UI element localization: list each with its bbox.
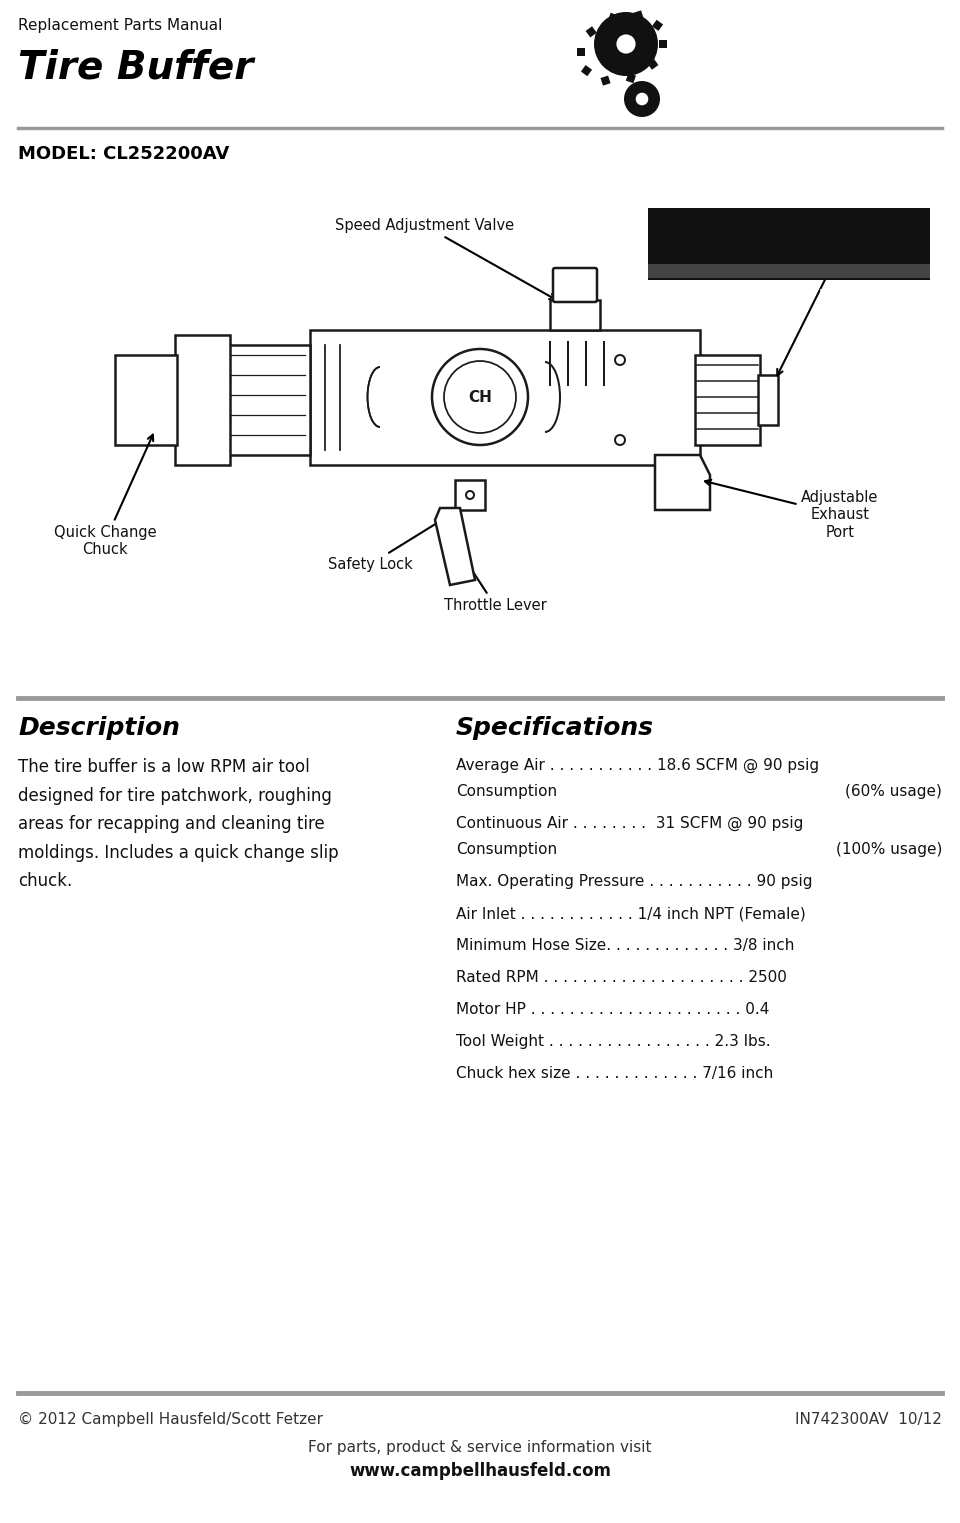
Circle shape (594, 12, 658, 76)
Text: Continuous Air . . . . . . . .  31 SCFM @ 90 psig: Continuous Air . . . . . . . . 31 SCFM @… (456, 816, 804, 832)
Bar (600, 8, 930, 107)
Bar (647, 58, 659, 70)
Text: Average Air . . . . . . . . . . . 18.6 SCFM @ 90 psig: Average Air . . . . . . . . . . . 18.6 S… (456, 758, 819, 774)
Bar (577, 49, 585, 56)
Text: The tire buffer is a low RPM air tool
designed for tire patchwork, roughing
area: The tire buffer is a low RPM air tool de… (18, 758, 339, 889)
Text: Rated RPM . . . . . . . . . . . . . . . . . . . . . 2500: Rated RPM . . . . . . . . . . . . . . . … (456, 970, 787, 985)
Text: © 2012 Campbell Hausfeld/Scott Fetzer: © 2012 Campbell Hausfeld/Scott Fetzer (18, 1412, 323, 1427)
Text: Air Inlet: Air Inlet (778, 231, 874, 376)
Text: CAMPBELL: CAMPBELL (707, 38, 872, 65)
Circle shape (615, 355, 625, 366)
Text: Minimum Hose Size. . . . . . . . . . . . . 3/8 inch: Minimum Hose Size. . . . . . . . . . . .… (456, 938, 794, 953)
Bar (601, 76, 611, 85)
Circle shape (636, 93, 648, 105)
Bar (659, 40, 667, 49)
Polygon shape (435, 509, 475, 585)
Text: IN742300AV  10/12: IN742300AV 10/12 (795, 1412, 942, 1427)
Text: HAUSFELD: HAUSFELD (707, 64, 872, 91)
Bar (758, 375, 778, 425)
Text: For parts, product & service information visit: For parts, product & service information… (308, 1441, 652, 1454)
Circle shape (466, 490, 474, 500)
Text: Max. Operating Pressure . . . . . . . . . . . 90 psig: Max. Operating Pressure . . . . . . . . … (456, 874, 812, 889)
Text: Description: Description (18, 716, 180, 740)
Bar (608, 12, 618, 23)
Text: Throttle Lever: Throttle Lever (444, 559, 546, 612)
Text: MODEL: CL252200AV: MODEL: CL252200AV (18, 145, 229, 163)
Text: Replacement Parts Manual: Replacement Parts Manual (18, 18, 223, 34)
Text: Safety Lock: Safety Lock (327, 513, 454, 573)
Bar (175, 335, 230, 465)
Text: www.campbellhausfeld.com: www.campbellhausfeld.com (349, 1462, 611, 1480)
Text: Chuck hex size . . . . . . . . . . . . . 7/16 inch: Chuck hex size . . . . . . . . . . . . .… (456, 1066, 773, 1081)
Bar (586, 26, 597, 38)
Text: Air Inlet . . . . . . . . . . . . 1/4 inch NPT (Female): Air Inlet . . . . . . . . . . . . 1/4 in… (456, 906, 805, 921)
FancyBboxPatch shape (553, 268, 597, 302)
Bar (648, 209, 930, 280)
Text: Tool Weight . . . . . . . . . . . . . . . . . 2.3 lbs.: Tool Weight . . . . . . . . . . . . . . … (456, 1034, 771, 1049)
Bar (634, 11, 643, 20)
Bar (225, 346, 310, 455)
Text: Quick Change
Chuck: Quick Change Chuck (54, 434, 156, 557)
Text: Consumption: Consumption (456, 842, 557, 857)
Text: Motor HP . . . . . . . . . . . . . . . . . . . . . . 0.4: Motor HP . . . . . . . . . . . . . . . .… (456, 1002, 769, 1017)
Text: Adjustable
Exhaust
Port: Adjustable Exhaust Port (705, 480, 878, 539)
Text: C O M M E R C I A L: C O M M E R C I A L (733, 289, 845, 299)
Circle shape (616, 35, 636, 53)
Polygon shape (655, 455, 710, 510)
Bar (626, 73, 636, 84)
Bar (115, 355, 177, 445)
Bar (652, 20, 663, 30)
Circle shape (624, 81, 660, 117)
Circle shape (444, 361, 516, 433)
Bar (550, 300, 600, 330)
Text: (60% usage): (60% usage) (845, 784, 942, 800)
Text: Tire Buffer: Tire Buffer (18, 49, 253, 85)
FancyBboxPatch shape (310, 330, 700, 465)
Bar (695, 355, 760, 445)
Bar (581, 65, 592, 76)
Text: Speed Adjustment Valve: Speed Adjustment Valve (335, 218, 556, 300)
Text: Specifications: Specifications (456, 716, 654, 740)
Text: Consumption: Consumption (456, 784, 557, 800)
Circle shape (432, 349, 528, 445)
Text: (100% usage): (100% usage) (835, 842, 942, 857)
Bar (648, 263, 930, 279)
Circle shape (615, 436, 625, 445)
Bar (455, 480, 485, 510)
Text: CH: CH (468, 390, 492, 405)
